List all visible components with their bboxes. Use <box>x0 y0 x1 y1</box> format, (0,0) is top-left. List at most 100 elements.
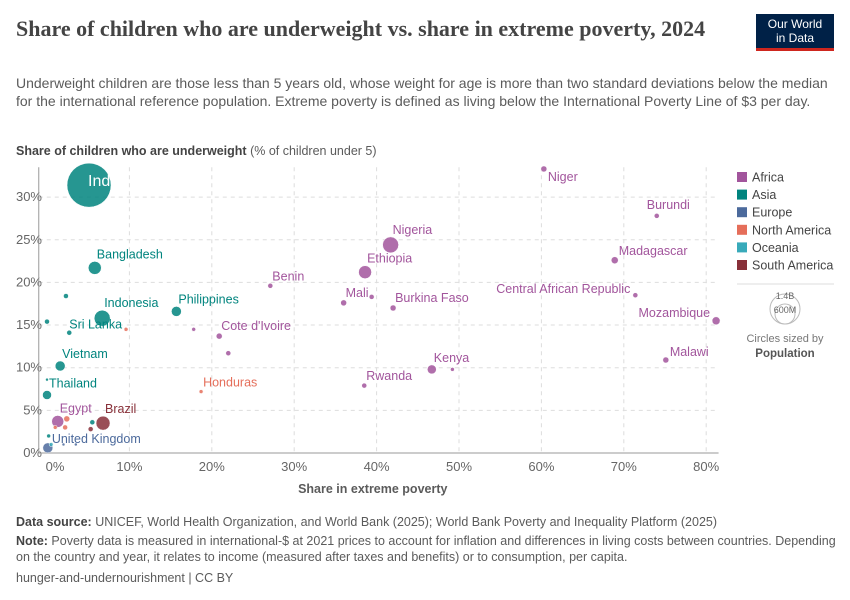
data-point <box>361 382 367 389</box>
data-point <box>66 162 112 208</box>
legend-swatch <box>737 242 747 253</box>
point-label: Cote d'Ivoire <box>221 319 291 333</box>
data-point <box>51 415 64 428</box>
size-legend-small-label: 600M <box>774 305 797 315</box>
x-tick-label: 0% <box>46 459 65 474</box>
x-tick-label: 60% <box>528 459 554 474</box>
point-label: Philippines <box>178 292 238 306</box>
point-label: United Kingdom <box>52 432 141 446</box>
data-point <box>63 293 69 299</box>
data-point <box>450 367 455 372</box>
size-legend-caption: Circles sized by <box>746 333 824 345</box>
data-point <box>368 294 375 300</box>
point-label: Thailand <box>49 376 97 390</box>
point-label: Mali <box>346 286 369 300</box>
legend-swatch <box>737 207 747 218</box>
legend-swatch <box>737 189 747 200</box>
data-point <box>358 265 372 279</box>
point-label: Vietnam <box>62 347 108 361</box>
data-point <box>54 360 66 372</box>
data-point <box>654 213 660 219</box>
point-label: Brazil <box>105 402 136 416</box>
data-source: Data source: UNICEF, World Health Organi… <box>16 514 836 530</box>
legend-swatch <box>737 224 747 235</box>
data-point <box>52 425 58 430</box>
size-legend-large-label: 1.4B <box>776 291 795 301</box>
y-tick-label: 30% <box>16 189 42 204</box>
x-tick-label: 80% <box>693 459 719 474</box>
data-point <box>632 292 639 298</box>
data-point <box>93 309 111 327</box>
x-tick-label: 40% <box>364 459 390 474</box>
x-tick-label: 10% <box>116 459 142 474</box>
y-tick-label: 20% <box>16 274 42 289</box>
point-label: Central African Republic <box>496 282 630 296</box>
legend-label: Africa <box>752 171 784 185</box>
point-label: Burkina Faso <box>395 291 469 305</box>
data-point <box>427 364 437 375</box>
data-point <box>61 442 66 447</box>
source-text: UNICEF, World Health Organization, and W… <box>91 515 718 529</box>
owid-logo[interactable]: Our World in Data <box>756 14 834 51</box>
point-label: Benin <box>272 269 304 283</box>
x-tick-label: 20% <box>199 459 225 474</box>
y-tick-label: 10% <box>16 360 42 375</box>
legend-swatch <box>737 260 747 270</box>
data-point <box>89 419 96 426</box>
y-tick-label: 15% <box>16 317 42 332</box>
point-label: Niger <box>548 170 578 184</box>
data-point <box>88 261 102 275</box>
data-point <box>45 377 49 382</box>
legend-label: Asia <box>752 188 776 202</box>
y-tick-label: 0% <box>23 445 42 460</box>
y-tick-label: 5% <box>23 402 42 417</box>
legend-swatch <box>737 172 747 182</box>
data-point <box>63 415 71 423</box>
data-point <box>62 424 68 431</box>
data-point <box>74 442 78 447</box>
y-axis-label: Share of children who are underweight (%… <box>16 144 377 158</box>
point-label: Sri Lanka <box>69 318 122 332</box>
chart-note: Note: Poverty data is measured in intern… <box>16 533 836 565</box>
chart-title: Share of children who are underweight vs… <box>16 16 706 41</box>
data-point <box>610 256 619 264</box>
data-point <box>225 350 232 356</box>
data-point <box>48 442 54 447</box>
note-label: Note: <box>16 534 48 548</box>
legend-label: Europe <box>752 206 792 220</box>
legend-label: South America <box>752 259 833 273</box>
note-text: Poverty data is measured in internationa… <box>16 534 836 564</box>
point-label: India <box>88 173 123 190</box>
data-point <box>42 390 52 400</box>
data-point <box>662 356 670 364</box>
x-tick-label: 50% <box>446 459 472 474</box>
point-label: Egypt <box>60 401 92 415</box>
point-label: Kenya <box>434 351 469 365</box>
data-point <box>267 283 274 289</box>
point-label: Malawi <box>670 345 709 359</box>
y-tick-label: 25% <box>16 232 42 247</box>
point-label: Honduras <box>203 376 257 390</box>
data-point <box>340 299 347 307</box>
y-axis-label-bold: Share of children who are underweight <box>16 144 247 158</box>
point-label: Madagascar <box>619 244 688 258</box>
point-label: Indonesia <box>104 296 158 310</box>
x-axis-label: Share in extreme poverty <box>298 482 447 496</box>
data-point <box>171 306 182 317</box>
data-point <box>191 327 196 332</box>
logo-line1: Our World <box>767 17 823 31</box>
point-label: Rwanda <box>366 369 412 383</box>
data-point <box>711 316 721 326</box>
data-point <box>44 318 50 325</box>
data-point <box>198 389 204 394</box>
point-label: Bangladesh <box>97 247 163 261</box>
data-point <box>95 415 111 431</box>
data-point <box>123 327 129 332</box>
x-tick-label: 70% <box>611 459 637 474</box>
legend-label: North America <box>752 223 831 237</box>
legend-label: Oceania <box>752 241 799 255</box>
logo-line2: in Data <box>775 31 815 45</box>
data-point <box>215 332 223 340</box>
data-point <box>382 236 399 254</box>
